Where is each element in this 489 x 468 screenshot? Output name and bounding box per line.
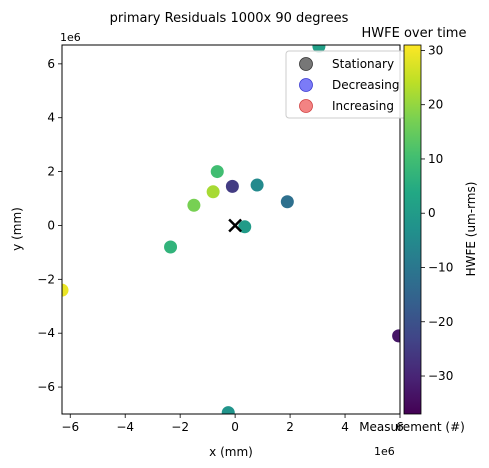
y-tick-label-3: 0	[47, 218, 55, 232]
colorbar-gradient	[403, 44, 422, 415]
x-tick-label-1: −4	[116, 420, 134, 434]
data-point-9	[62, 283, 69, 297]
data-point-3	[250, 178, 264, 192]
plot-frame	[61, 44, 401, 415]
data-point-11	[221, 406, 235, 414]
y-tick-label-6: 6	[47, 57, 55, 71]
x-tick-label-5: 4	[341, 420, 349, 434]
chart-title: primary Residuals 1000x 90 degrees	[110, 11, 349, 26]
colorbar-label: HWFE (um-rms)	[464, 182, 478, 277]
y-tick-label-2: −2	[37, 272, 55, 286]
colorbar-bottom-label: Measurement (#)	[359, 420, 465, 434]
data-point-4	[206, 185, 220, 199]
y-tick-label-5: 4	[47, 111, 55, 125]
colorbar-ticks: 30 20 10 0 −10 −20 −30	[421, 43, 453, 383]
y-exponent-label: 1e6	[60, 31, 81, 44]
x-exponent-label: 1e6	[374, 445, 395, 458]
colorbar-tick-label-5: −20	[428, 315, 453, 329]
data-point-1	[210, 165, 224, 179]
colorbar-tick-label-0: 30	[428, 43, 443, 57]
x-axis-label: x (mm)	[209, 445, 253, 459]
x-tick-label-0: −6	[61, 420, 79, 434]
legend-label-increasing: Increasing	[332, 99, 394, 113]
y-axis: −6 −4 −2 0 2 4 6	[37, 57, 62, 394]
data-point-6	[187, 198, 201, 212]
x-tick-label-3: 0	[231, 420, 239, 434]
legend-marker-increasing	[299, 99, 313, 113]
colorbar: HWFE over time 30 20 10 0 −10 −20 −30 HWFE (um…	[359, 26, 478, 434]
data-point-5	[280, 195, 294, 209]
x-tick-label-2: −2	[171, 420, 189, 434]
colorbar-tick-label-1: 20	[428, 98, 443, 112]
y-axis-label: y (mm)	[10, 207, 24, 251]
legend-label-decreasing: Decreasing	[332, 78, 399, 92]
x-tick-label-6: 6	[396, 420, 404, 434]
data-point-7	[238, 220, 252, 234]
x-axis: −6 −4 −2 0 2 4 6	[61, 414, 404, 434]
origin-marker	[228, 218, 243, 233]
y-tick-label-1: −4	[37, 326, 55, 340]
colorbar-title: HWFE over time	[362, 26, 467, 41]
data-point-2	[225, 179, 239, 193]
legend-marker-decreasing	[299, 78, 313, 92]
data-point-8	[164, 240, 178, 254]
x-tick-label-4: 2	[286, 420, 294, 434]
data-point-10	[392, 329, 400, 343]
colorbar-tick-label-3: 0	[428, 206, 436, 220]
colorbar-tick-label-6: −30	[428, 369, 453, 383]
legend-marker-stationary	[299, 57, 313, 71]
legend: Stationary Decreasing Increasing	[285, 50, 414, 119]
colorbar-tick-label-4: −10	[428, 260, 453, 274]
y-tick-label-4: 2	[47, 165, 55, 179]
colorbar-tick-label-2: 10	[428, 152, 443, 166]
y-tick-label-0: −6	[37, 380, 55, 394]
legend-label-stationary: Stationary	[332, 57, 394, 71]
points-layer	[62, 45, 400, 414]
